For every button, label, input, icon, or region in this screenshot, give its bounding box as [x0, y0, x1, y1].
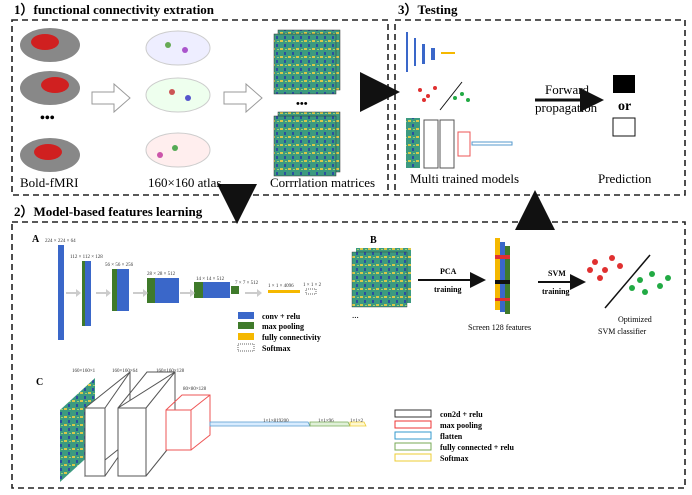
label-or: or — [618, 99, 631, 114]
label-svm: SVM — [548, 269, 566, 278]
svg-text:•••: ••• — [40, 111, 55, 126]
panel-c-letter: C — [36, 377, 43, 388]
dim-c-3: 160×160×128 — [156, 369, 185, 374]
legend-c: con2d + relu max pooling flatten fully c… — [394, 409, 515, 463]
svm-classifier-plot — [587, 254, 671, 309]
dim-c-6: 1×1×96 — [318, 419, 334, 424]
svg-text:fully connected + relu: fully connected + relu — [440, 443, 515, 452]
dim-c-1: 160×160×1 — [72, 369, 96, 374]
svg-text:max pooling: max pooling — [440, 421, 482, 430]
panel-b-ellipsis: ... — [352, 310, 359, 320]
svg-text:Softmax: Softmax — [440, 454, 468, 463]
dim-c-2: 160×160×64 — [112, 369, 138, 374]
label-pca: PCA — [440, 267, 457, 276]
dim-a-4: 28 × 28 × 512 — [147, 272, 176, 277]
label-matrices: Corrrlation matrices — [270, 175, 375, 190]
label-forward: Forward — [545, 82, 590, 97]
dim-a-7: 1 × 1 × 4096 — [268, 284, 294, 289]
section-2-title: 2）Model-based features learning — [14, 204, 203, 219]
label-svm-classifier: SVM classifier — [598, 327, 647, 336]
label-prediction: Prediction — [598, 171, 652, 186]
correlation-matrices — [273, 29, 341, 177]
hollow-arrow-2 — [223, 82, 263, 114]
section-2-box — [11, 221, 686, 489]
trained-models-icons — [406, 32, 513, 169]
label-pca-training: training — [434, 285, 462, 294]
label-optimized: Optimized — [618, 315, 652, 324]
panel-b-letter: B — [370, 235, 377, 246]
svg-text:max pooling: max pooling — [262, 322, 304, 331]
dim-a-3: 56 × 56 × 256 — [105, 263, 134, 268]
label-atlas: 160×160 atlas — [148, 175, 221, 190]
atlas-brains — [145, 30, 211, 168]
label-multi-models: Multi trained models — [410, 171, 519, 186]
black-output-square — [613, 75, 635, 93]
svg-text:flatten: flatten — [440, 432, 463, 441]
bold-fmri-brains: ••• — [20, 28, 80, 172]
dim-a-6: 7 × 7 × 512 — [235, 281, 259, 286]
dim-c-5: 1×1×819200 — [263, 419, 289, 424]
section-1-title: 1）functional connectivity extration — [14, 2, 215, 17]
cnn-network — [60, 370, 367, 482]
svg-text:conv + relu: conv + relu — [262, 312, 301, 321]
label-propagation: propagation — [535, 100, 598, 115]
white-output-square — [612, 117, 636, 137]
svg-text:Softmax: Softmax — [262, 344, 290, 353]
panel-a-letter: A — [32, 234, 40, 245]
dim-c-7: 1×1×2 — [350, 419, 364, 424]
dim-a-1: 224 × 224 × 64 — [45, 239, 76, 244]
dim-a-8: 1 × 1 × 2 — [303, 283, 322, 288]
label-screen-features: Screen 128 features — [468, 323, 531, 332]
svg-text:con2d + relu: con2d + relu — [440, 410, 483, 419]
svg-text:fully connectivity: fully connectivity — [262, 333, 321, 342]
feature-columns — [495, 238, 510, 314]
matrices-ellipsis: ••• — [296, 98, 308, 110]
legend-a: conv + relu max pooling fully connectivi… — [237, 312, 321, 353]
vgg-network — [58, 245, 317, 340]
label-bold-fmri: Bold-fMRI — [20, 175, 79, 190]
label-svm-training: training — [542, 287, 570, 296]
panel-b-matrices — [351, 248, 411, 308]
hollow-arrow-1 — [91, 82, 131, 114]
dim-a-2: 112 × 112 × 128 — [70, 255, 103, 260]
dim-c-4: 80×80×128 — [183, 387, 207, 392]
section-3-title: 3）Testing — [398, 2, 458, 17]
dim-a-5: 14 × 14 × 512 — [196, 277, 225, 282]
